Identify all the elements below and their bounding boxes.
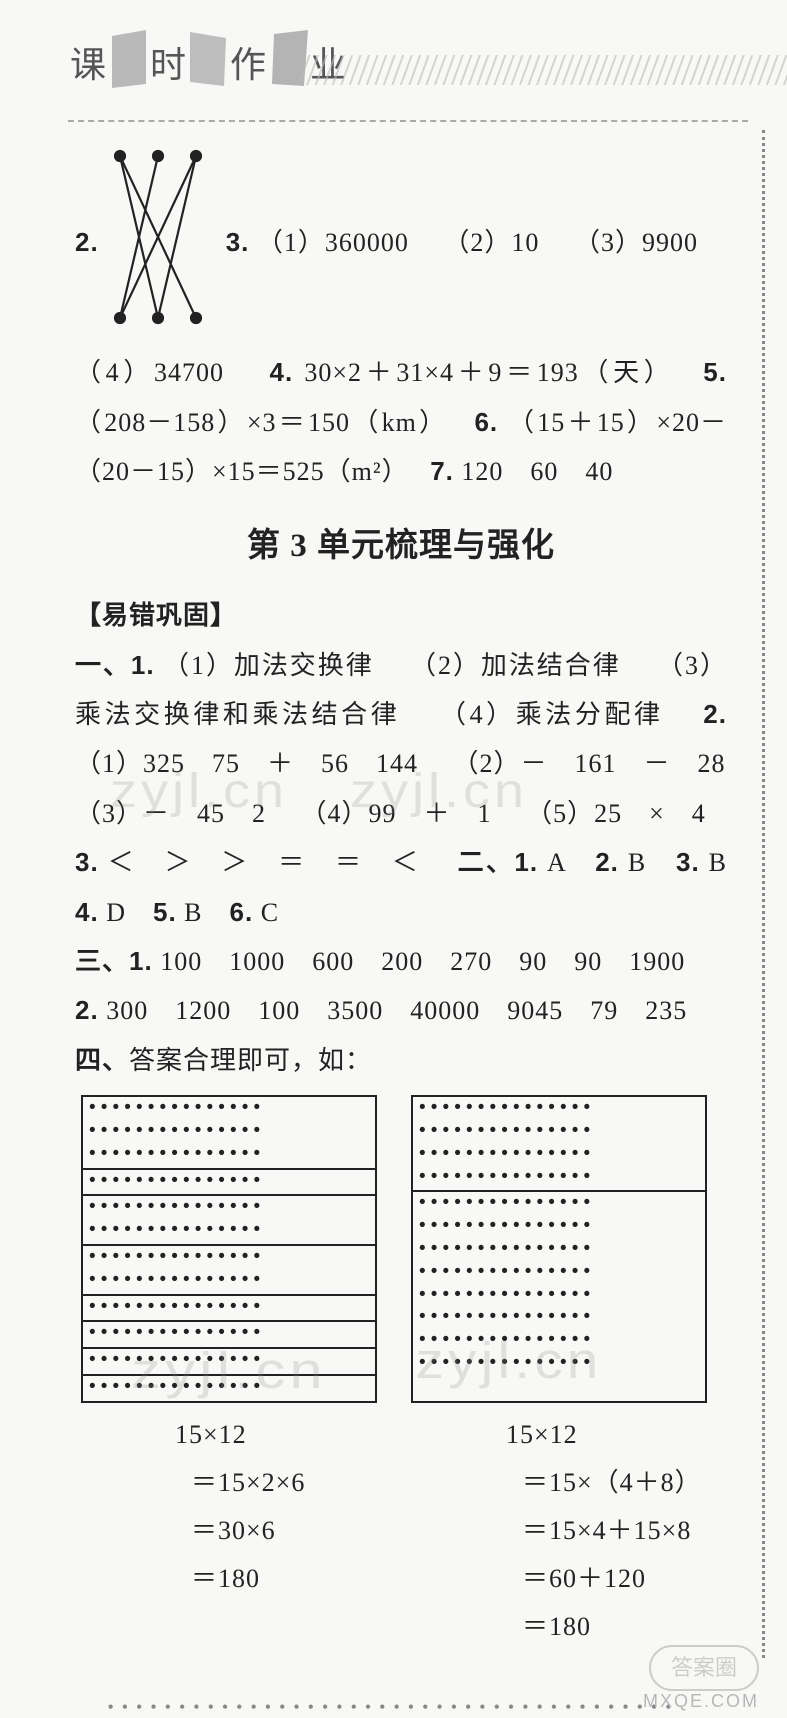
s2i3n: 3. — [676, 847, 700, 877]
calc-right-l2: ＝15×4＋15×8 — [506, 1507, 727, 1555]
sec2-label: 二、 — [458, 848, 515, 877]
sec1-block: 一、1. （1）加法交换律 （2）加法结合律 （3）乘法交换律和乘法结合律 （4… — [75, 641, 727, 937]
line-q3p4-to-q7: （4）34700 4. 30×2＋31×4＋9＝193（天） 5. （208－1… — [75, 348, 727, 496]
q3-p4-val: 34700 — [154, 358, 224, 387]
cross-diagram-icon — [106, 142, 210, 348]
title-char-2: 时 — [150, 36, 186, 88]
grid-row: ••••••••••••••• — [83, 1320, 375, 1347]
brand-stamp-icon: 答案圈 — [649, 1645, 759, 1696]
q2-label: 2. — [75, 227, 99, 257]
sec1-q2: 2. — [703, 699, 727, 729]
title-char-1: 课 — [70, 36, 106, 88]
q3-p3-idx: （3） — [574, 228, 642, 257]
sec1-q3-vals: ＜ ＞ ＞ ＝ ＝ ＜ — [108, 848, 419, 877]
title-shape-2 — [186, 28, 230, 95]
s2i6v: C — [261, 898, 279, 927]
sec3-block: 三、1. 100 1000 600 200 270 90 90 1900 — [75, 937, 727, 986]
calc-right-l4: ＝180 — [506, 1603, 727, 1651]
s2i2v: B — [628, 848, 646, 877]
s2i4n: 4. — [75, 897, 99, 927]
sec1-q2-p1: （1）325 75 ＋ 56 144 — [75, 749, 418, 778]
line-q2-q3: 2. 3. （1）360000 （2）10 （3）9900 — [75, 142, 727, 348]
left-dot-grid: ••••••••••••••••••••••••••••••••••••••••… — [81, 1095, 377, 1403]
sec3-q1-vals: 100 1000 600 200 270 90 90 1900 — [160, 947, 685, 976]
grid-row: •••••••••••••••••••••••••••••• — [83, 1194, 375, 1244]
sec3-q2-vals: 300 1200 100 3500 40000 9045 79 235 — [106, 996, 687, 1025]
s2i1v: A — [547, 848, 565, 877]
calc-right-l3: ＝60＋120 — [506, 1555, 727, 1603]
grid-row: ••••••••••••••• — [83, 1294, 375, 1321]
calc-left-l2: ＝30×6 — [175, 1507, 396, 1555]
s2i5v: B — [184, 898, 202, 927]
q5-expr: （208－158）×3＝150（km） — [75, 408, 435, 437]
sec4-line: 四、答案合理即可，如： — [75, 1036, 727, 1085]
grid-row: ••••••••••••••••••••••••••••••••••••••••… — [83, 1097, 375, 1167]
grid-row: •••••••••••••••••••••••••••••• — [83, 1244, 375, 1294]
site-watermark: MXQE.COM — [643, 1691, 759, 1712]
calc-right: 15×12 ＝15×（4＋8） ＝15×4＋15×8 ＝60＋120 ＝180 — [506, 1411, 727, 1651]
sec1-q1-p2: （2）加法结合律 — [410, 651, 621, 680]
s2i1n: 1. — [514, 847, 538, 877]
s2i6n: 6. — [230, 897, 254, 927]
sec1-q1-p1: （1）加法交换律 — [163, 651, 374, 680]
q7-vals: 120 60 40 — [461, 457, 613, 486]
footer-dots: •••••••••••••••••••••••••••••••••••••••• — [74, 1697, 714, 1718]
q7-label: 7. — [430, 456, 454, 486]
calc-left-top: 15×12 — [175, 1411, 396, 1459]
unit-heading: 第 3 单元梳理与强化 — [75, 515, 727, 578]
grid-row: ••••••••••••••••••••••••••••••••••••••••… — [413, 1190, 705, 1376]
sec1-q2-p3: （3）－ 45 2 — [75, 799, 266, 828]
calc-left-l1: ＝15×2×6 — [175, 1459, 396, 1507]
q3-p4-idx: （4） — [75, 358, 154, 387]
sec1-q1-p4: （4）乘法分配律 — [440, 700, 664, 729]
sec1-label: 一、 — [75, 651, 131, 680]
title-shape-1 — [106, 28, 150, 95]
calc-left-l3: ＝180 — [175, 1555, 396, 1603]
q3-p2-val: 10 — [511, 228, 539, 257]
calc-columns: 15×12 ＝15×2×6 ＝30×6 ＝180 15×12 ＝15×（4＋8）… — [175, 1411, 727, 1651]
sec1-q2-p5: （5）25 × 4 — [526, 799, 706, 828]
q3-label: 3. — [226, 227, 250, 257]
grid-row: ••••••••••••••• — [83, 1168, 375, 1195]
right-dot-grid: ••••••••••••••••••••••••••••••••••••••••… — [411, 1095, 707, 1403]
s2i4v: D — [106, 898, 126, 927]
s2i2n: 2. — [595, 847, 619, 877]
sec1-q2-p4: （4）99 ＋ 1 — [301, 799, 492, 828]
calc-right-l1: ＝15×（4＋8） — [506, 1459, 727, 1507]
s2i5n: 5. — [153, 897, 177, 927]
q3-p1-idx: （1） — [257, 228, 325, 257]
title-char-3: 作 — [230, 36, 266, 88]
q3-p1-val: 360000 — [325, 228, 409, 257]
q3-p3-val: 9900 — [642, 228, 698, 257]
sec3-q1: 1. — [129, 946, 153, 976]
q4-label: 4. — [270, 357, 294, 387]
sec4-text: 答案合理即可，如： — [129, 1046, 372, 1075]
content-area: 2. 3. （1）360000 （2）10 （3）9900 （4）34700 4… — [0, 122, 787, 1671]
grid-row: ••••••••••••••• — [83, 1374, 375, 1401]
right-dotted-rule — [762, 130, 765, 1658]
sec1-q3: 3. — [75, 847, 99, 877]
header-hatch — [300, 55, 787, 85]
q4-expr: 30×2＋31×4＋9＝193（天） — [304, 358, 661, 387]
q6-label: 6. — [474, 407, 498, 437]
sec1-q1: 1. — [131, 650, 155, 680]
q3-p2-idx: （2） — [443, 228, 511, 257]
page-header: 课 时 作 业 — [0, 0, 787, 120]
q5-label: 5. — [703, 357, 727, 387]
sec3-q2-line: 2. 300 1200 100 3500 40000 9045 79 235 — [75, 986, 727, 1035]
sec1-q2-p2: （2）－ 161 － 28 — [453, 749, 726, 778]
ycgg-label: 【易错巩固】 — [75, 591, 727, 640]
calc-right-top: 15×12 — [506, 1411, 727, 1459]
sec4-label: 四、 — [75, 1046, 129, 1075]
calc-left: 15×12 ＝15×2×6 ＝30×6 ＝180 — [175, 1411, 396, 1651]
grid-row: ••••••••••••••••••••••••••••••••••••••••… — [413, 1097, 705, 1190]
grid-row: ••••••••••••••• — [83, 1347, 375, 1374]
sec3-q2: 2. — [75, 995, 99, 1025]
svg-text:答案圈: 答案圈 — [671, 1655, 737, 1680]
sec3-label: 三、 — [75, 947, 129, 976]
dot-grids: ••••••••••••••••••••••••••••••••••••••••… — [81, 1095, 727, 1403]
s2i3v: B — [709, 848, 727, 877]
